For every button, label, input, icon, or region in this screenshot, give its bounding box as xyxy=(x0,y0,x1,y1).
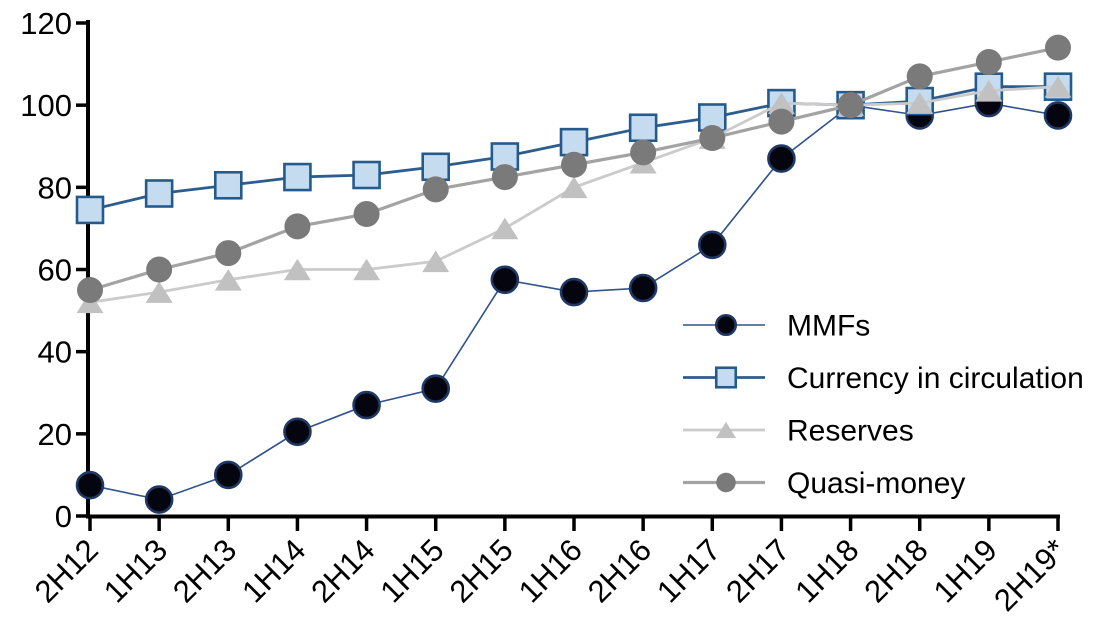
data-point-currency-in-circulation-1H16 xyxy=(559,127,589,157)
data-point-quasi-money-1H15 xyxy=(422,176,449,203)
y-axis-tick-label: 20 xyxy=(38,417,72,452)
data-point-mmfs-2H16 xyxy=(628,273,658,303)
legend-marker-square-icon xyxy=(714,366,738,389)
data-point-currency-in-circulation-2H13 xyxy=(213,170,243,200)
y-axis-tick-label: 0 xyxy=(55,499,72,534)
data-point-mmfs-2H17 xyxy=(767,144,796,173)
data-point-quasi-money-1H17 xyxy=(699,125,726,152)
x-axis-tick-label: 1H14 xyxy=(235,532,312,609)
data-point-reserves-2H14 xyxy=(353,258,381,281)
data-point-quasi-money-2H18 xyxy=(906,63,933,90)
data-point-quasi-money-2H17 xyxy=(768,108,795,135)
data-point-reserves-1H15 xyxy=(422,250,450,273)
x-axis-tick-label: 2H14 xyxy=(304,532,381,609)
y-axis-tick-label: 80 xyxy=(38,170,72,205)
data-point-reserves-1H16 xyxy=(560,176,588,199)
data-point-reserves-2H18 xyxy=(906,92,934,114)
data-point-currency-in-circulation-1H14 xyxy=(283,162,312,192)
legend-marker-circle-icon xyxy=(714,313,738,337)
y-axis-tick-label: 100 xyxy=(20,88,72,123)
x-axis-tick-label: 1H15 xyxy=(374,532,451,609)
x-axis-tick-label: 2H17 xyxy=(719,532,796,609)
y-axis-tick-label: 40 xyxy=(38,335,72,370)
data-point-reserves-2H13 xyxy=(214,268,242,291)
data-point-reserves-1H13 xyxy=(145,281,173,303)
data-point-reserves-2H17 xyxy=(767,92,795,114)
data-point-currency-in-circulation-2H16 xyxy=(628,113,658,143)
data-point-mmfs-1H17 xyxy=(697,230,727,260)
legend-label-mmfs: MMFs xyxy=(787,310,870,343)
data-point-reserves-2H15 xyxy=(491,217,519,240)
data-point-quasi-money-2H16 xyxy=(630,139,657,166)
legend-label-currency-in-circulation: Currency in circulation xyxy=(787,362,1084,395)
data-point-reserves-2H19* xyxy=(1044,75,1072,98)
data-point-quasi-money-2H13 xyxy=(215,240,242,267)
data-point-reserves-1H19 xyxy=(975,79,1003,102)
x-axis-tick-label: 1H18 xyxy=(788,532,865,609)
y-axis-tick-label: 120 xyxy=(20,6,72,41)
x-axis-tick-label: 2H13 xyxy=(166,532,243,609)
data-point-mmfs-2H19* xyxy=(1043,101,1073,130)
data-point-currency-in-circulation-2H14 xyxy=(352,160,381,190)
x-axis-tick-label: 2H19* xyxy=(987,532,1073,618)
x-axis-tick-label: 2H16 xyxy=(581,532,658,609)
data-point-mmfs-2H15 xyxy=(490,265,520,295)
data-point-quasi-money-2H19* xyxy=(1045,34,1072,61)
data-point-quasi-money-1H19 xyxy=(975,49,1002,76)
legend-marker-circle-icon xyxy=(716,472,736,493)
x-axis-tick-label: 1H16 xyxy=(512,532,589,609)
data-point-mmfs-1H13 xyxy=(144,485,174,514)
data-point-reserves-1H14 xyxy=(283,258,311,281)
data-point-quasi-money-1H18 xyxy=(837,92,864,119)
data-point-currency-in-circulation-2H12 xyxy=(75,195,105,225)
legend-label-quasi-money: Quasi-money xyxy=(787,467,965,500)
data-point-currency-in-circulation-1H13 xyxy=(144,179,174,208)
data-point-quasi-money-1H13 xyxy=(146,256,173,283)
data-point-quasi-money-1H16 xyxy=(561,151,588,178)
y-axis-tick-label: 60 xyxy=(38,253,72,288)
data-point-mmfs-2H14 xyxy=(352,390,381,420)
data-point-quasi-money-2H12 xyxy=(77,277,103,304)
data-point-quasi-money-1H14 xyxy=(284,213,311,240)
data-point-quasi-money-2H14 xyxy=(353,201,380,228)
legend-marker-triangle-icon xyxy=(715,421,737,439)
legend-label-reserves: Reserves xyxy=(787,415,914,448)
data-point-mmfs-1H15 xyxy=(421,374,451,403)
data-point-currency-in-circulation-1H15 xyxy=(421,152,451,182)
data-point-mmfs-1H14 xyxy=(283,417,312,447)
data-point-mmfs-1H16 xyxy=(559,277,589,307)
x-axis-tick-label: 2H15 xyxy=(443,532,520,609)
x-axis-tick-label: 2H18 xyxy=(858,532,935,609)
x-axis-tick-label: 2H12 xyxy=(28,532,105,609)
x-axis-tick-label: 1H17 xyxy=(650,532,727,609)
data-point-mmfs-2H13 xyxy=(213,460,243,490)
x-axis-tick-label: 1H13 xyxy=(97,532,174,609)
data-point-mmfs-2H12 xyxy=(75,470,105,500)
data-point-quasi-money-2H15 xyxy=(491,164,518,191)
